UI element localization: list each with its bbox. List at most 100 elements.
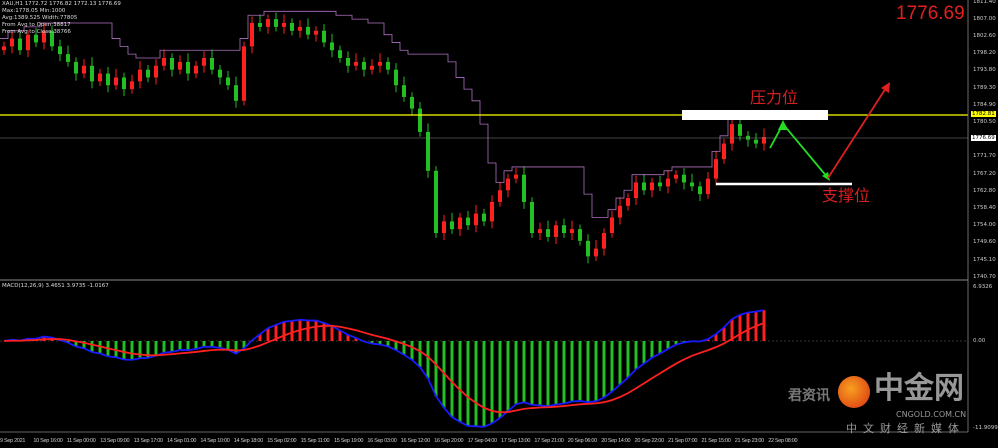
red-arrow-head-icon: [881, 82, 890, 93]
info-line: Max:1778.05 Min:1000: [2, 8, 66, 14]
macd-bar: [330, 326, 334, 341]
candle: [634, 182, 638, 199]
candle: [218, 69, 222, 78]
macd-bar: [290, 320, 294, 341]
macd-bar: [114, 341, 118, 358]
macd-bar: [426, 341, 430, 379]
time-axis-label: 17 Sep 21:00: [534, 438, 564, 444]
candle: [122, 77, 126, 90]
forecast-green-arrow: [769, 122, 829, 179]
candle: [250, 23, 254, 47]
candle: [2, 46, 6, 51]
time-axis-label: 11 Sep 00:00: [66, 438, 96, 444]
macd-bar: [226, 341, 230, 350]
watermark-logo-icon: [838, 376, 870, 408]
candle: [594, 248, 598, 257]
candle: [146, 69, 150, 78]
price-axis-label: 1802.60: [973, 33, 996, 40]
macd-bar: [282, 321, 286, 341]
macd-bar: [722, 327, 726, 341]
macd-bar: [474, 341, 478, 427]
candle: [410, 96, 414, 109]
candle: [498, 190, 502, 202]
candles: [2, 12, 766, 264]
macd-bar: [138, 341, 142, 359]
candle: [570, 229, 574, 234]
candle: [682, 174, 686, 183]
candle: [562, 225, 566, 234]
price-axis-label: 1798.20: [973, 50, 996, 57]
macd-bar: [242, 341, 246, 349]
candle: [626, 198, 630, 206]
candle: [450, 221, 454, 230]
candle: [506, 178, 510, 191]
candle: [274, 19, 278, 27]
macd-bar: [378, 341, 382, 345]
candle: [394, 69, 398, 86]
candle: [226, 77, 230, 86]
macd-bar: [146, 341, 150, 358]
forecast-red-arrow: [827, 87, 887, 179]
macd-bar: [202, 341, 206, 347]
candle: [466, 217, 470, 226]
macd-bar: [458, 341, 462, 422]
candle: [426, 131, 430, 171]
macd-bar: [650, 341, 654, 358]
time-axis-label: 14 Sep 18:00: [233, 438, 263, 444]
candle: [690, 182, 694, 187]
candle: [730, 124, 734, 144]
price-axis-label: 1771.70: [973, 153, 996, 160]
macd-bar: [314, 320, 318, 341]
macd-bar: [258, 334, 262, 341]
info-line: Avg:1389.525 Width:77805: [2, 15, 78, 21]
candle: [138, 69, 142, 82]
watermark-slogan: 中文财经新媒体: [846, 422, 965, 435]
watermark-domain: CNGOLD.COM.CN: [896, 410, 967, 419]
time-axis-label: 14 Sep 10:00: [200, 438, 230, 444]
candle: [306, 26, 310, 35]
macd-bar: [266, 328, 270, 341]
candle: [106, 73, 110, 86]
candle: [314, 30, 318, 35]
macd-bar: [410, 341, 414, 360]
macd-bar: [586, 341, 590, 403]
candle: [458, 217, 462, 230]
macd-bar: [194, 341, 198, 349]
candle: [162, 58, 166, 66]
macd-axis-label: -11.9099: [973, 425, 998, 431]
support-label: 支撑位: [822, 186, 871, 205]
candle: [666, 178, 670, 187]
price-axis-label: 1780.50: [973, 119, 996, 126]
macd-bar: [658, 341, 662, 354]
candle: [98, 73, 102, 82]
resistance-label: 压力位: [750, 88, 799, 107]
candle: [34, 34, 38, 43]
candle: [738, 124, 742, 136]
price-axis-label: 1745.10: [973, 256, 996, 263]
macd-histogram: [10, 310, 766, 427]
macd-bar: [626, 341, 630, 378]
candle: [170, 58, 174, 70]
candle: [530, 201, 534, 234]
macd-bar: [162, 341, 166, 353]
macd-bar: [402, 341, 406, 355]
macd-bar: [394, 341, 398, 351]
price-axis-label: 1789.30: [973, 84, 996, 91]
time-axis-label: 14 Sep 01:00: [167, 438, 197, 444]
candle: [74, 61, 78, 74]
macd-bar: [746, 312, 750, 341]
candle: [234, 85, 238, 101]
candle: [706, 178, 710, 195]
symbol-info: XAU,H1 1772.72 1776.82 1772.13 1776.69: [2, 1, 121, 7]
candle: [602, 233, 606, 249]
macd-title: MACD(12,26,9) 3.4651 3.9735 -1.0167: [2, 283, 109, 289]
time-axis-label: 9 Sep 2021: [0, 438, 26, 444]
candle: [610, 217, 614, 234]
candle: [434, 170, 438, 234]
candle: [346, 58, 350, 66]
macd-bar: [610, 341, 614, 392]
candle: [258, 23, 262, 27]
candle: [202, 58, 206, 66]
time-axis-label: 21 Sep 07:00: [668, 438, 698, 444]
macd-bar: [642, 341, 646, 364]
